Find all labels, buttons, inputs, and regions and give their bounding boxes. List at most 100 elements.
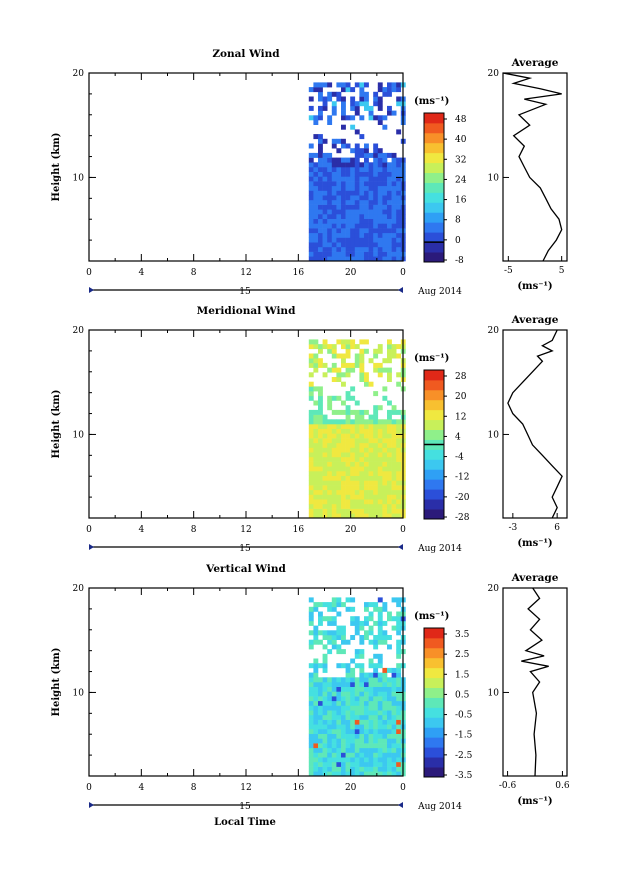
colorbar-frame-vertical (423, 627, 445, 778)
heatmap-cell (327, 503, 333, 509)
heatmap-cell (345, 677, 351, 683)
heatmap-cell (350, 256, 356, 262)
heatmap-cell (364, 91, 369, 97)
heatmap-cell (354, 456, 360, 462)
heatmap-cell (373, 733, 379, 739)
heatmap-cell (382, 752, 388, 758)
heatmap-cell (322, 691, 328, 697)
heatmap-cell (391, 428, 397, 434)
heatmap-cell (336, 682, 342, 687)
heatmap-cell (396, 653, 402, 659)
heatmap-cell (350, 471, 356, 476)
heatmap-cell (350, 616, 356, 622)
heatmap-cell (327, 616, 333, 622)
heatmap-cell (359, 246, 365, 252)
heatmap-cell (341, 353, 346, 359)
heatmap-cell (327, 747, 333, 753)
heatmap-cell (308, 606, 314, 612)
heatmap-cell (396, 167, 402, 172)
heatmap-cell (336, 597, 342, 603)
heatmap-cell (308, 442, 314, 448)
heatmap-cell (373, 181, 379, 187)
heatmap-cell (396, 246, 402, 252)
heatmap-cell (336, 724, 342, 730)
heatmap-cell (336, 339, 342, 345)
heatmap-cell (396, 771, 402, 777)
heatmap-cell (377, 251, 383, 257)
heatmap-cell (313, 696, 319, 702)
heatmap-cell (364, 204, 369, 210)
heatmap-cell (364, 738, 369, 744)
heatmap-cell (364, 456, 369, 462)
heatmap-cell (364, 409, 369, 415)
heatmap-cell (336, 630, 342, 636)
heatmap-cell (313, 228, 319, 234)
heatmap-cell (341, 251, 346, 257)
heatmap-cell (318, 757, 323, 763)
heatmap-cell (313, 204, 319, 210)
heatmap-cell (308, 251, 314, 257)
colorbar-segment-zonal (424, 212, 444, 223)
heatmap-cell (387, 705, 392, 711)
heatmap-cell (318, 157, 323, 163)
heatmap-cell (331, 185, 337, 191)
heatmap-cell (313, 639, 319, 645)
heatmap-cell (341, 602, 346, 608)
heatmap-cell (322, 339, 328, 345)
heatmap-cell (377, 105, 383, 111)
heatmap-cell (341, 115, 346, 121)
heatmap-cell (359, 667, 365, 673)
heatmap-cell (396, 218, 402, 224)
heatmap-cell (313, 185, 319, 191)
heatmap-cell (382, 733, 388, 739)
heatmap-cell (359, 251, 365, 257)
heatmap-cell (368, 456, 374, 462)
heatmap-cell (350, 757, 356, 763)
heatmap-cell (345, 82, 351, 88)
colorbar-tick-label-zonal: 8 (455, 216, 461, 226)
colorbar-tick-label-meridional: -20 (455, 493, 470, 503)
heatmap-cell (391, 494, 397, 500)
heatmap-cell (336, 447, 342, 453)
heatmap-cell (313, 658, 319, 664)
heatmap-cell (377, 101, 383, 107)
heatmap-cell (350, 485, 356, 491)
average-x-label-meridional: (ms⁻¹) (517, 538, 552, 549)
average-y-tick-label-zonal: 10 (488, 173, 500, 183)
heatmap-cell (387, 466, 392, 472)
heatmap-cell (364, 714, 369, 720)
heatmap-cell (368, 677, 374, 683)
heatmap-cell (359, 682, 365, 687)
heatmap-cell (387, 503, 392, 509)
heatmap-cell (327, 480, 333, 486)
heatmap-cell (345, 181, 351, 187)
heatmap-cell (313, 162, 319, 168)
date-axis-end-marker-vertical (398, 802, 403, 808)
colorbar-tick-label-zonal: 32 (455, 155, 466, 165)
heatmap-cell (373, 757, 379, 763)
heatmap-cell (354, 691, 360, 697)
heatmap-cell (396, 602, 402, 608)
heatmap-cell (318, 766, 323, 772)
heatmap-cell (373, 747, 379, 753)
heatmap-cell (318, 729, 323, 734)
heatmap-cell (318, 204, 323, 210)
heatmap-cell (313, 195, 319, 201)
heatmap-cell (345, 686, 351, 692)
heatmap-cell (368, 602, 374, 608)
heatmap-cell (364, 710, 369, 716)
colorbar-tick-label-meridional: -28 (455, 513, 470, 523)
heatmap-cell (382, 232, 388, 238)
heatmap-cell (308, 771, 314, 777)
heatmap-cell (359, 714, 365, 720)
heatmap-cell (396, 710, 402, 716)
heatmap-cell (387, 367, 392, 373)
heatmap-cell (322, 635, 328, 640)
panel-title-vertical: Vertical Wind (205, 563, 286, 575)
heatmap-cell (313, 700, 319, 706)
heatmap-cell (373, 162, 379, 168)
heatmap-cell (341, 362, 346, 368)
heatmap-cell (359, 134, 365, 140)
heatmap-cell (373, 237, 379, 243)
heatmap-cell (377, 625, 383, 631)
